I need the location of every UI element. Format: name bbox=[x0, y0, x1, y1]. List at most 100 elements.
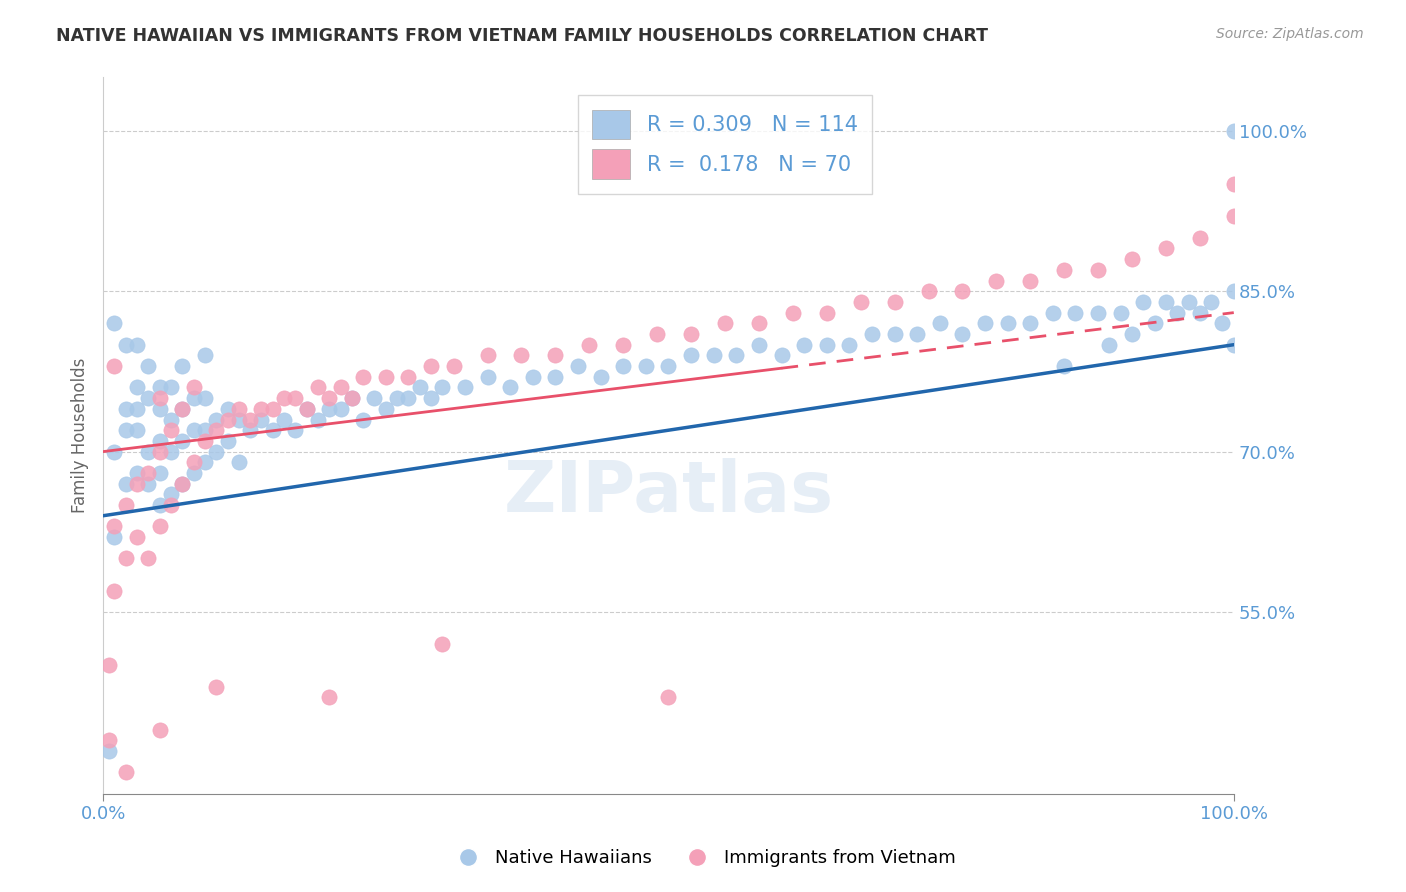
Point bbox=[114, 337, 136, 351]
Point bbox=[160, 444, 183, 458]
Point bbox=[1223, 337, 1246, 351]
Point bbox=[125, 401, 148, 416]
Point bbox=[114, 551, 136, 566]
Point bbox=[250, 401, 273, 416]
Point bbox=[409, 380, 432, 394]
Point bbox=[138, 359, 160, 373]
Point bbox=[1188, 231, 1211, 245]
Point bbox=[125, 530, 148, 544]
Text: Source: ZipAtlas.com: Source: ZipAtlas.com bbox=[1216, 27, 1364, 41]
Point bbox=[172, 359, 194, 373]
Point bbox=[183, 455, 205, 469]
Point bbox=[205, 444, 228, 458]
Text: ZIPatlas: ZIPatlas bbox=[503, 458, 834, 527]
Point bbox=[1154, 242, 1177, 256]
Point bbox=[1211, 316, 1233, 330]
Point bbox=[396, 391, 419, 405]
Point bbox=[97, 733, 120, 747]
Point bbox=[838, 337, 860, 351]
Point bbox=[443, 359, 465, 373]
Point bbox=[385, 391, 408, 405]
Point bbox=[172, 401, 194, 416]
Point bbox=[477, 348, 499, 362]
Point bbox=[295, 401, 318, 416]
Point bbox=[1143, 316, 1166, 330]
Point bbox=[273, 412, 295, 426]
Point bbox=[329, 380, 352, 394]
Point bbox=[183, 380, 205, 394]
Point bbox=[194, 348, 217, 362]
Point bbox=[363, 391, 385, 405]
Point bbox=[860, 326, 883, 341]
Point bbox=[432, 380, 454, 394]
Point bbox=[1042, 305, 1064, 319]
Point bbox=[103, 444, 125, 458]
Point bbox=[352, 412, 374, 426]
Point bbox=[194, 423, 217, 437]
Point bbox=[340, 391, 363, 405]
Point bbox=[149, 498, 172, 512]
Point bbox=[125, 423, 148, 437]
Point bbox=[396, 369, 419, 384]
Point bbox=[125, 380, 148, 394]
Point bbox=[1087, 305, 1109, 319]
Point bbox=[578, 337, 600, 351]
Point bbox=[160, 487, 183, 501]
Point bbox=[1154, 294, 1177, 309]
Point bbox=[1199, 294, 1222, 309]
Point bbox=[194, 455, 217, 469]
Point bbox=[138, 551, 160, 566]
Point bbox=[1223, 178, 1246, 192]
Point bbox=[634, 359, 657, 373]
Text: NATIVE HAWAIIAN VS IMMIGRANTS FROM VIETNAM FAMILY HOUSEHOLDS CORRELATION CHART: NATIVE HAWAIIAN VS IMMIGRANTS FROM VIETN… bbox=[56, 27, 988, 45]
Point bbox=[172, 434, 194, 448]
Point bbox=[239, 412, 262, 426]
Point bbox=[612, 359, 634, 373]
Point bbox=[883, 294, 905, 309]
Point bbox=[205, 423, 228, 437]
Point bbox=[714, 316, 737, 330]
Point bbox=[815, 305, 838, 319]
Point bbox=[262, 401, 284, 416]
Point bbox=[228, 412, 250, 426]
Point bbox=[454, 380, 477, 394]
Point bbox=[997, 316, 1019, 330]
Legend: Native Hawaiians, Immigrants from Vietnam: Native Hawaiians, Immigrants from Vietna… bbox=[443, 842, 963, 874]
Point bbox=[172, 401, 194, 416]
Point bbox=[318, 391, 340, 405]
Point bbox=[793, 337, 815, 351]
Point bbox=[612, 337, 634, 351]
Legend: R = 0.309   N = 114, R =  0.178   N = 70: R = 0.309 N = 114, R = 0.178 N = 70 bbox=[578, 95, 872, 194]
Point bbox=[114, 498, 136, 512]
Point bbox=[205, 680, 228, 694]
Point bbox=[160, 498, 183, 512]
Point bbox=[657, 690, 679, 705]
Point bbox=[138, 391, 160, 405]
Point bbox=[725, 348, 748, 362]
Point bbox=[284, 391, 307, 405]
Point bbox=[318, 401, 340, 416]
Point bbox=[103, 316, 125, 330]
Point bbox=[149, 466, 172, 480]
Point bbox=[217, 401, 239, 416]
Point bbox=[952, 285, 974, 299]
Point bbox=[114, 476, 136, 491]
Point bbox=[1121, 252, 1143, 267]
Point bbox=[1121, 326, 1143, 341]
Point bbox=[318, 690, 340, 705]
Point bbox=[183, 391, 205, 405]
Point bbox=[194, 434, 217, 448]
Point bbox=[103, 359, 125, 373]
Point bbox=[352, 369, 374, 384]
Point bbox=[114, 765, 136, 780]
Point bbox=[1019, 316, 1042, 330]
Point bbox=[1053, 263, 1076, 277]
Point bbox=[477, 369, 499, 384]
Point bbox=[228, 455, 250, 469]
Point bbox=[1109, 305, 1132, 319]
Point bbox=[681, 326, 703, 341]
Point bbox=[149, 519, 172, 533]
Point bbox=[782, 305, 804, 319]
Point bbox=[883, 326, 905, 341]
Point bbox=[114, 401, 136, 416]
